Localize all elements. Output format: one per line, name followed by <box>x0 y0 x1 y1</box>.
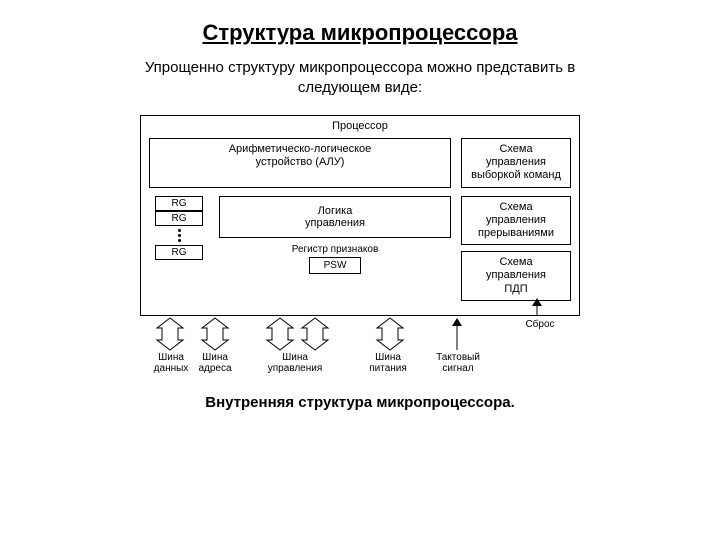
psw-box: PSW <box>309 257 362 274</box>
caption: Внутренняя структура микропроцессора. <box>40 394 680 411</box>
page: Структура микропроцессора Упрощенно стру… <box>0 0 720 540</box>
bus-ctrl-arrow2-icon <box>300 316 330 352</box>
psw-wrap: Регистр признаков PSW <box>219 244 451 274</box>
row-bottom: RG RG RG Логика управления Регистр призн… <box>149 196 571 301</box>
cmd-fetch-block: Схема управления выборкой команд <box>461 138 571 188</box>
right-column: Схема управления прерываниями Схема упра… <box>461 196 571 301</box>
logic-block: Логика управления <box>219 196 451 238</box>
rg-box: RG <box>155 211 203 226</box>
bus-addr-arrow-icon <box>200 316 230 352</box>
arrows-row: Шина данных Шина адреса Шина управления … <box>140 316 580 356</box>
psw-label: Регистр признаков <box>219 244 451 255</box>
clock-arrow-icon <box>450 318 464 352</box>
rg-box: RG <box>155 245 203 260</box>
reset-arrow-icon <box>530 298 544 318</box>
middle-column: Логика управления Регистр признаков PSW <box>219 196 451 301</box>
diagram: Процессор Арифметическо-логическое устро… <box>140 115 580 356</box>
row-top: Арифметическо-логическое устройство (АЛУ… <box>149 138 571 188</box>
alu-block: Арифметическо-логическое устройство (АЛУ… <box>149 138 451 188</box>
subtitle-line2: следующем виде: <box>298 79 422 96</box>
dot-icon <box>178 239 181 242</box>
ellipsis-dots <box>178 226 181 245</box>
bus-data-arrow-icon <box>155 316 185 352</box>
interrupt-block: Схема управления прерываниями <box>461 196 571 246</box>
bus-power-arrow-icon <box>375 316 405 352</box>
reset-label: Сброс <box>515 319 565 331</box>
processor-label: Процессор <box>149 120 571 132</box>
subtitle-line1: Упрощенно структуру микропроцессора можн… <box>145 59 575 76</box>
dot-icon <box>178 234 181 237</box>
dma-block: Схема управления ПДП <box>461 251 571 301</box>
clock-label: Тактовый сигнал <box>428 352 488 375</box>
processor-box: Процессор Арифметическо-логическое устро… <box>140 115 580 316</box>
page-title: Структура микропроцессора <box>40 20 680 46</box>
bus-power-label: Шина питания <box>358 352 418 375</box>
subtitle: Упрощенно структуру микропроцессора можн… <box>40 58 680 97</box>
register-column: RG RG RG <box>149 196 209 301</box>
bus-data-label: Шина данных <box>146 352 196 375</box>
bus-ctrl-arrow-icon <box>265 316 295 352</box>
bus-ctrl-label: Шина управления <box>255 352 335 375</box>
dot-icon <box>178 229 181 232</box>
rg-box: RG <box>155 196 203 211</box>
bus-addr-label: Шина адреса <box>190 352 240 375</box>
